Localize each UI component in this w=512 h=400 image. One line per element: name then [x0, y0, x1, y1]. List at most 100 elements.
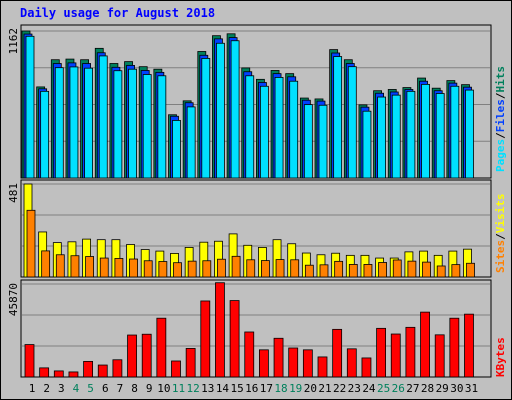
bar-kbytes-day-13: [200, 300, 211, 378]
bar-kbytes-day-2: [39, 367, 50, 378]
bar-pages-day-13: [201, 58, 211, 179]
legend-pages: Pages: [494, 139, 507, 172]
legend-sep-3: /: [494, 233, 507, 240]
day-label-26: 26: [392, 382, 405, 395]
bar-pages-day-20: [303, 104, 313, 179]
bar-sites-day-26: [392, 259, 402, 278]
day-label-12: 12: [187, 382, 200, 395]
bar-pages-day-4: [69, 66, 79, 179]
day-label-11: 11: [172, 382, 185, 395]
bar-kbytes-day-26: [390, 333, 401, 378]
panel-kbytes-ymax-label: 45870: [7, 283, 20, 316]
panel-kbytes-bars: [24, 282, 474, 378]
bar-sites-day-9: [143, 260, 153, 278]
legend-kbytes: KBytes: [494, 337, 507, 377]
panel-visits-bars: [23, 183, 475, 278]
day-label-2: 2: [43, 382, 50, 395]
day-label-5: 5: [87, 382, 94, 395]
day-label-14: 14: [216, 382, 230, 395]
bar-pages-day-28: [421, 83, 430, 179]
day-label-29: 29: [436, 382, 449, 395]
legend-hits: Hits: [494, 66, 507, 93]
bar-pages-day-21: [318, 104, 328, 179]
panel-hits: 1162 Pages/Files/Hits: [7, 24, 507, 179]
day-label-13: 13: [201, 382, 214, 395]
panel-visits: 481 Sites/Visits: [7, 179, 507, 278]
bar-sites-day-11: [173, 262, 182, 278]
bar-pages-day-15: [230, 40, 240, 179]
day-label-25: 25: [377, 382, 390, 395]
bar-kbytes-day-21: [317, 356, 328, 378]
legend-sep-2: /: [494, 92, 507, 99]
legend-sep-1: /: [494, 132, 507, 139]
bar-pages-day-30: [450, 85, 460, 179]
bar-pages-day-24: [362, 110, 372, 179]
bar-pages-day-10: [157, 75, 167, 179]
legend-sites: Sites: [494, 240, 507, 273]
bar-kbytes-day-18: [273, 337, 284, 378]
svg-text:Pages/Files/Hits: Pages/Files/Hits: [494, 66, 507, 172]
day-label-24: 24: [362, 382, 376, 395]
bar-pages-day-6: [98, 55, 108, 179]
bar-sites-day-19: [290, 259, 300, 278]
bar-pages-day-11: [172, 120, 181, 179]
bar-sites-day-12: [187, 260, 197, 278]
bar-pages-day-27: [406, 90, 416, 179]
day-label-30: 30: [450, 382, 463, 395]
day-label-7: 7: [117, 382, 124, 395]
bar-kbytes-day-20: [302, 349, 313, 378]
bar-pages-day-31: [465, 89, 474, 179]
bar-kbytes-day-8: [127, 334, 137, 378]
bar-pages-day-22: [333, 56, 343, 179]
bar-sites-day-28: [422, 261, 431, 278]
bar-sites-day-10: [158, 261, 168, 278]
bar-sites-day-23: [348, 264, 358, 278]
bar-sites-day-17: [260, 260, 270, 278]
bar-pages-day-12: [186, 106, 196, 179]
bar-sites-day-14: [217, 258, 226, 278]
day-label-17: 17: [260, 382, 273, 395]
bar-kbytes-day-15: [229, 300, 240, 378]
day-label-28: 28: [421, 382, 434, 395]
bar-kbytes-day-31: [464, 313, 474, 378]
bar-sites-day-18: [275, 259, 285, 278]
bar-pages-day-19: [289, 80, 299, 179]
bar-kbytes-day-11: [171, 360, 181, 378]
panel-hits-ymax-label: 1162: [7, 28, 20, 55]
bar-kbytes-day-23: [346, 348, 357, 378]
bar-pages-day-1: [25, 35, 35, 179]
panel-visits-ymax-label: 481: [7, 183, 20, 203]
bar-pages-day-3: [54, 67, 64, 179]
bar-pages-day-5: [84, 67, 93, 179]
bar-sites-day-16: [246, 259, 256, 278]
day-label-19: 19: [289, 382, 302, 395]
bar-sites-day-31: [466, 262, 475, 278]
bar-kbytes-day-10: [156, 317, 167, 378]
bar-kbytes-day-5: [83, 360, 93, 378]
day-label-16: 16: [245, 382, 258, 395]
day-label-15: 15: [230, 382, 243, 395]
day-label-31: 31: [465, 382, 478, 395]
svg-text:Sites/Visits: Sites/Visits: [494, 194, 507, 274]
bar-kbytes-day-19: [288, 347, 299, 378]
bar-kbytes-day-17: [258, 349, 269, 378]
bar-sites-day-8: [129, 258, 138, 278]
bar-pages-day-14: [216, 42, 225, 179]
day-label-22: 22: [333, 382, 346, 395]
day-label-21: 21: [318, 382, 331, 395]
legend-files: Files: [494, 99, 507, 132]
bar-pages-day-9: [142, 74, 152, 179]
bar-sites-day-13: [202, 260, 212, 278]
bar-pages-day-18: [274, 77, 284, 179]
bar-sites-day-2: [41, 250, 51, 278]
day-label-1: 1: [29, 382, 36, 395]
day-label-6: 6: [102, 382, 109, 395]
bar-kbytes-day-14: [215, 282, 225, 378]
day-label-8: 8: [131, 382, 138, 395]
bar-pages-day-2: [40, 90, 50, 179]
day-label-9: 9: [146, 382, 153, 395]
day-label-4: 4: [73, 382, 80, 395]
panel-hits-bars: [21, 30, 474, 179]
day-label-27: 27: [406, 382, 419, 395]
